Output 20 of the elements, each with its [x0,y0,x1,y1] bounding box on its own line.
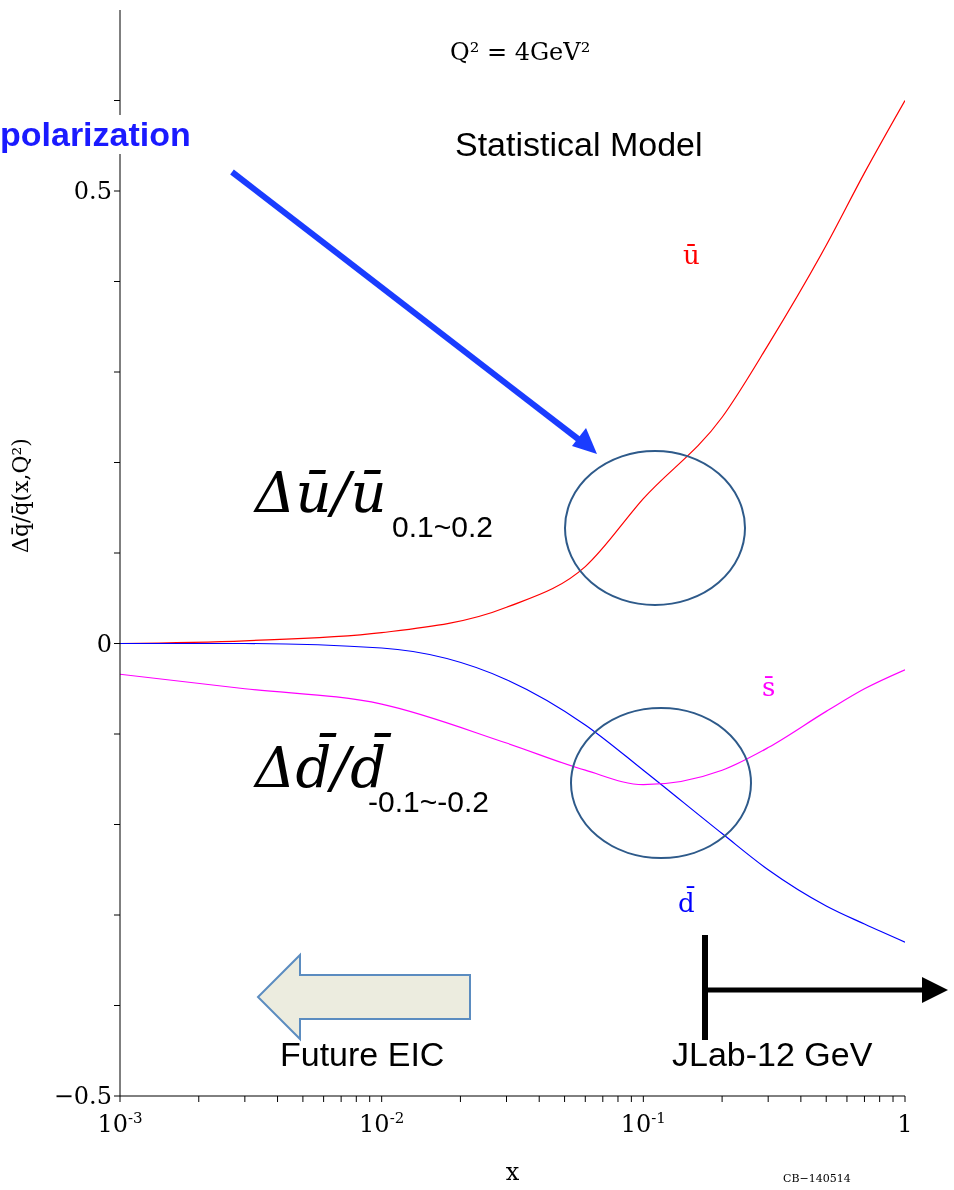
annotation: Δū/ū [255,460,387,525]
annotation: Future EIC [280,1035,445,1074]
text: CB−140514 [783,1172,851,1185]
text: d̄ [678,888,695,918]
annotation: JLab-12 GeV [672,1035,873,1074]
annotation: Q² = 4GeV² [450,38,591,66]
y-axis-title: Δq̄/q̄(x,Q²) [7,438,33,553]
x-tick-label: 10$^{-3}$ [97,1109,143,1138]
y-tick-label: 0 [96,629,112,658]
annotation: Statistical Model [455,125,703,164]
x-axis-title: x [505,1158,520,1186]
y-tick-label: −0.5 [53,1082,112,1110]
annotation: polarization [0,115,191,154]
text: ū [683,240,700,270]
annotation: 0.1~0.2 [392,510,493,544]
series-label: s̄ [762,672,776,702]
y-tick-label: 0.5 [73,177,112,205]
x-tick-label: 1 [897,1110,913,1138]
x-tick-label: 10$^{-2}$ [359,1109,405,1138]
x-tick-label: 10$^{-1}$ [620,1109,666,1138]
